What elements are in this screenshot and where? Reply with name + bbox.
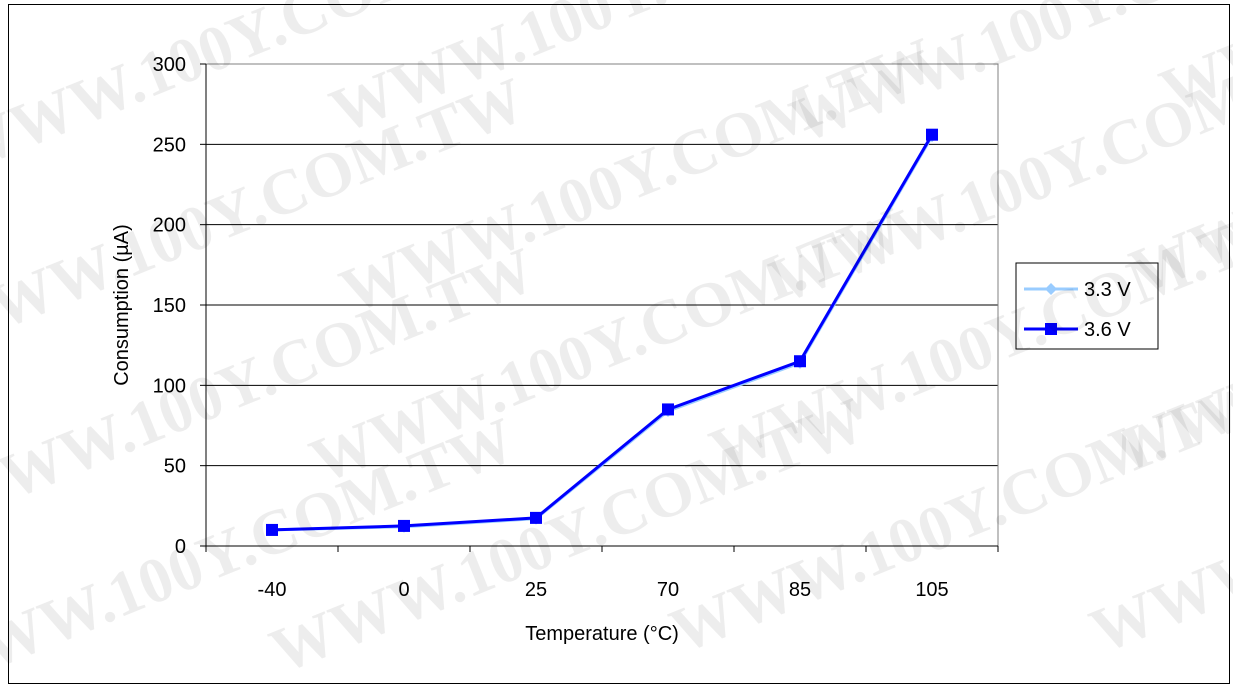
data-point (1045, 323, 1057, 335)
y-tick-label: 0 (175, 536, 186, 558)
y-tick-label: 50 (164, 456, 186, 478)
x-tick-label: 105 (915, 579, 948, 601)
chart-frame (8, 4, 1230, 684)
legend-item: 3.3 V (1024, 279, 1131, 301)
y-axis-title: Consumption (µA) (111, 224, 133, 386)
series-line (271, 135, 934, 532)
data-point (398, 519, 410, 532)
legend-label: 3.3 V (1084, 279, 1131, 301)
legend-label: 3.6 V (1084, 319, 1131, 341)
data-point (530, 511, 542, 524)
data-point (926, 128, 938, 141)
x-tick-labels: -40 0 25 70 85 105 (258, 579, 949, 601)
x-tick-label: -40 (258, 579, 287, 601)
legend-item: 3.6 V (1024, 319, 1131, 341)
y-tick-label: 200 (153, 215, 186, 237)
gridlines (206, 63, 998, 467)
y-tick-labels: 0 50 100 150 200 250 300 (153, 54, 186, 558)
data-point (794, 355, 806, 368)
x-tick-label: 85 (789, 579, 811, 601)
series-layer (266, 128, 938, 536)
y-tick-label: 150 (153, 295, 186, 317)
series-2 (266, 128, 938, 536)
series-line (271, 133, 934, 532)
x-tick-label: 0 (398, 579, 409, 601)
x-axis-title: Temperature (°C) (525, 623, 679, 645)
axes (200, 63, 999, 552)
y-tick-label: 250 (153, 134, 186, 156)
data-point (266, 523, 278, 536)
data-point (1045, 283, 1057, 295)
legend-box (1015, 262, 1159, 350)
y-tick-label: 300 (153, 54, 186, 76)
legend: 3.3 V 3.6 V (1015, 262, 1159, 350)
y-tick-label: 100 (153, 375, 186, 397)
data-point (662, 403, 674, 416)
series-1 (266, 130, 938, 536)
x-tick-label: 25 (525, 579, 547, 601)
x-tick-label: 70 (657, 579, 679, 601)
